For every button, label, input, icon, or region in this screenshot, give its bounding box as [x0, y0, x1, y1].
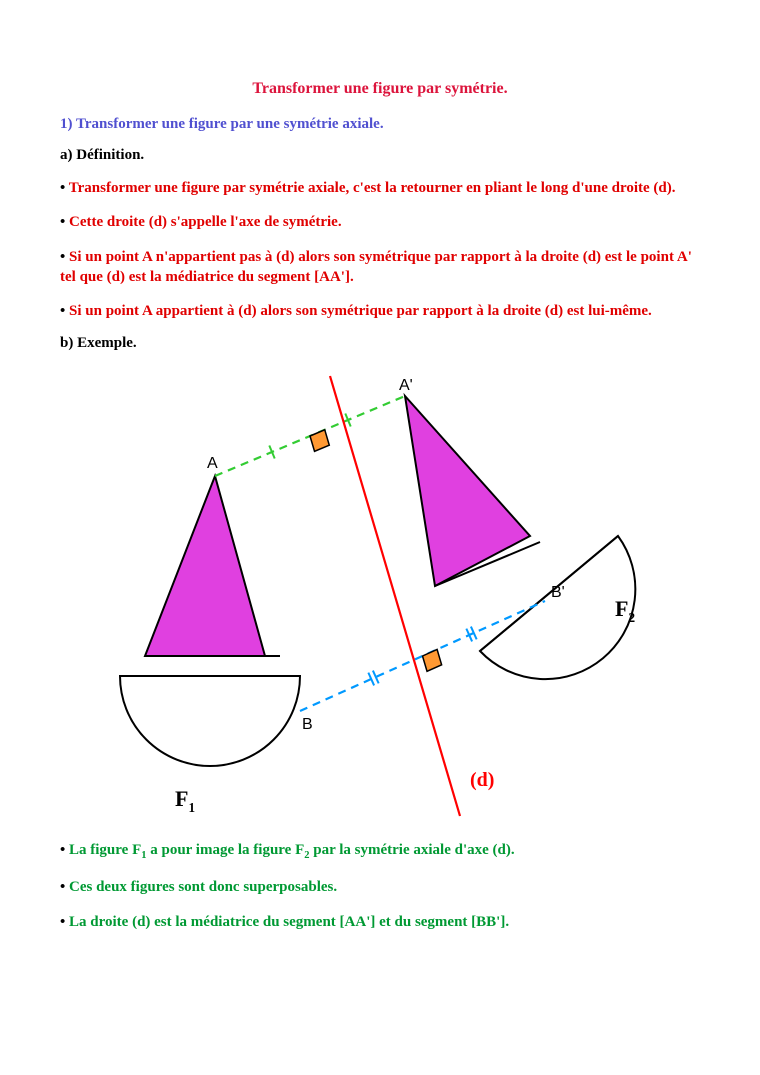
conclusion-line-1: La figure F1 a pour image la figure F2 p…	[60, 840, 700, 863]
definition-line-4: Si un point A appartient à (d) alors son…	[60, 301, 700, 321]
conclusion-line-3: La droite (d) est la médiatrice du segme…	[60, 912, 700, 932]
svg-text:B: B	[302, 716, 313, 733]
svg-text:F1: F1	[175, 786, 195, 815]
definition-line-2: Cette droite (d) s'appelle l'axe de symé…	[60, 212, 700, 232]
definition-line-1: Transformer une figure par symétrie axia…	[60, 178, 700, 198]
definition-line-3: Si un point A n'appartient pas à (d) alo…	[60, 247, 700, 288]
svg-text:(d): (d)	[470, 769, 494, 791]
example-label: b) Exemple.	[60, 335, 700, 352]
conclusion-line-2: Ces deux figures sont donc superposables…	[60, 877, 700, 897]
section-heading: 1) Transformer une figure par une symétr…	[60, 116, 700, 133]
svg-text:A': A'	[399, 377, 413, 394]
svg-text:A: A	[207, 455, 218, 472]
symmetry-diagram: AA'BB'(d)F1F2	[60, 366, 670, 826]
definition-label: a) Définition.	[60, 147, 700, 164]
svg-text:B': B'	[551, 584, 565, 601]
page-title: Transformer une figure par symétrie.	[60, 80, 700, 98]
